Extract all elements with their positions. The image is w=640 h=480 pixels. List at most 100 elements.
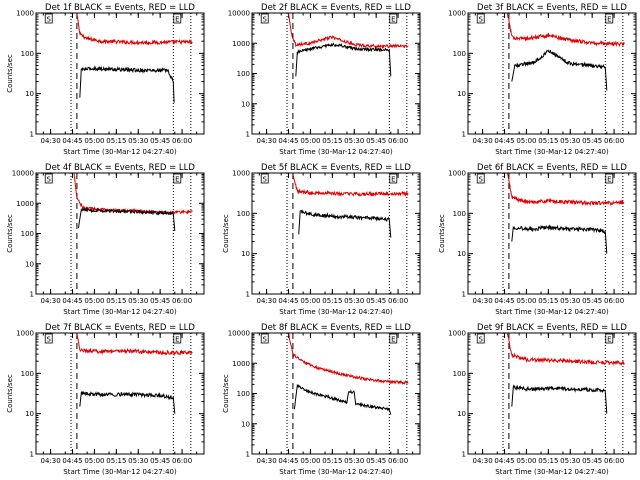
marker-box-e [389, 173, 398, 184]
marker-box-e [173, 13, 182, 24]
marker-label-e: E [391, 176, 395, 184]
panel-title: Det 6f BLACK = Events, RED = LLD [477, 163, 627, 173]
y-tick-label: 10 [25, 410, 34, 418]
marker-label-e: E [607, 176, 611, 184]
series-line-lld [506, 333, 625, 366]
marker-label-e: E [391, 16, 395, 24]
x-tick-label: 06:00 [172, 297, 192, 305]
panel-title: Det 3f BLACK = Events, RED = LLD [477, 3, 627, 13]
y-tick-label: 100 [453, 370, 466, 378]
plot-frame [251, 172, 421, 295]
marker-label-e: E [391, 336, 395, 344]
x-tick-label: 05:45 [582, 297, 602, 305]
y-tick-label: 10000 [228, 10, 250, 18]
x-tick-label: 06:00 [388, 297, 408, 305]
marker-box-s [260, 333, 269, 344]
panel-9: Det 9f BLACK = Events, RED = LLD Start Ti… [448, 323, 637, 476]
x-tick-label: 05:45 [366, 137, 386, 145]
y-tick-label: 10 [241, 100, 250, 108]
y-tick-label: 1000 [16, 330, 34, 338]
y-tick-label: 10 [457, 250, 466, 258]
y-tick-label: 100 [237, 210, 250, 218]
x-tick-label: 05:30 [560, 137, 580, 145]
x-tick-label: 06:00 [604, 297, 624, 305]
x-tick-label: 05:15 [106, 457, 126, 465]
x-tick-label: 05:15 [538, 297, 558, 305]
y-tick-label: 1 [30, 291, 34, 299]
marker-label-s: S [478, 16, 483, 24]
marker-label-e: E [607, 336, 611, 344]
y-axis-label: Counts/sec [6, 54, 14, 93]
x-tick-label: 04:45 [62, 137, 82, 145]
marker-box-s [44, 173, 53, 184]
x-tick-label: 04:30 [257, 297, 277, 305]
x-tick-label: 06:00 [172, 137, 192, 145]
x-tick-label: 05:30 [344, 297, 364, 305]
x-tick-label: 04:30 [473, 297, 493, 305]
series-line-events [79, 390, 176, 414]
panel-7: Det 7f BLACK = Events, RED = LLD Counts/s… [6, 323, 205, 476]
y-tick-label: 100 [21, 50, 34, 58]
y-tick-label: 10 [457, 90, 466, 98]
x-axis-label: Start Time (30-Mar-12 04:27:40) [495, 148, 609, 156]
x-tick-label: 04:45 [494, 137, 514, 145]
series-line-lld [292, 173, 409, 197]
series-line-events [77, 207, 176, 232]
series-line-events [295, 42, 392, 77]
plot-frame [35, 12, 205, 135]
series-line-lld [288, 13, 409, 50]
plot-frame [467, 12, 637, 135]
x-tick-label: 05:45 [150, 457, 170, 465]
x-tick-label: 06:00 [388, 137, 408, 145]
marker-box-s [476, 13, 485, 24]
marker-label-e: E [607, 16, 611, 24]
x-tick-label: 05:00 [516, 457, 536, 465]
x-tick-label: 04:45 [278, 297, 298, 305]
marker-label-s: S [46, 16, 51, 24]
x-tick-label: 04:45 [62, 297, 82, 305]
x-tick-label: 05:00 [516, 297, 536, 305]
y-tick-label: 100 [21, 370, 34, 378]
x-axis-label: Start Time (30-Mar-12 04:27:40) [279, 148, 393, 156]
y-tick-label: 100 [237, 70, 250, 78]
x-tick-label: 05:00 [84, 457, 104, 465]
series-line-events [79, 65, 175, 103]
y-tick-label: 10 [25, 90, 34, 98]
x-tick-label: 05:00 [516, 137, 536, 145]
x-tick-label: 05:30 [128, 457, 148, 465]
plot-frame [251, 12, 421, 135]
marker-box-e [605, 173, 614, 184]
marker-box-s [260, 13, 269, 24]
y-tick-label: 10 [241, 250, 250, 258]
y-tick-label: 1000 [16, 10, 34, 18]
x-tick-label: 04:45 [494, 457, 514, 465]
series-line-events [511, 224, 608, 254]
x-tick-label: 05:00 [84, 297, 104, 305]
y-tick-label: 100 [21, 230, 34, 238]
panel-6: Det 6f BLACK = Events, RED = LLD Counts/s… [438, 163, 637, 316]
x-tick-label: 05:30 [128, 137, 148, 145]
x-tick-label: 04:45 [278, 137, 298, 145]
x-tick-label: 05:30 [560, 297, 580, 305]
x-tick-label: 04:30 [257, 457, 277, 465]
y-tick-label: 10 [241, 420, 250, 428]
x-axis-label: Start Time (30-Mar-12 04:27:40) [279, 468, 393, 476]
x-tick-label: 04:30 [41, 137, 61, 145]
panel-title: Det 8f BLACK = Events, RED = LLD [261, 323, 411, 333]
x-tick-label: 05:45 [582, 137, 602, 145]
x-tick-label: 05:45 [366, 457, 386, 465]
panel-title: Det 9f BLACK = Events, RED = LLD [477, 323, 627, 333]
x-tick-label: 04:45 [494, 297, 514, 305]
x-tick-label: 06:00 [604, 457, 624, 465]
marker-label-s: S [46, 176, 51, 184]
x-tick-label: 05:00 [300, 137, 320, 145]
x-tick-label: 06:00 [388, 457, 408, 465]
x-tick-label: 04:30 [473, 457, 493, 465]
series-line-events [511, 49, 608, 91]
marker-label-e: E [175, 336, 179, 344]
x-tick-label: 05:15 [322, 137, 342, 145]
y-axis-label: Counts/sec [6, 374, 14, 413]
x-tick-label: 04:30 [473, 137, 493, 145]
y-tick-label: 1 [30, 131, 34, 139]
